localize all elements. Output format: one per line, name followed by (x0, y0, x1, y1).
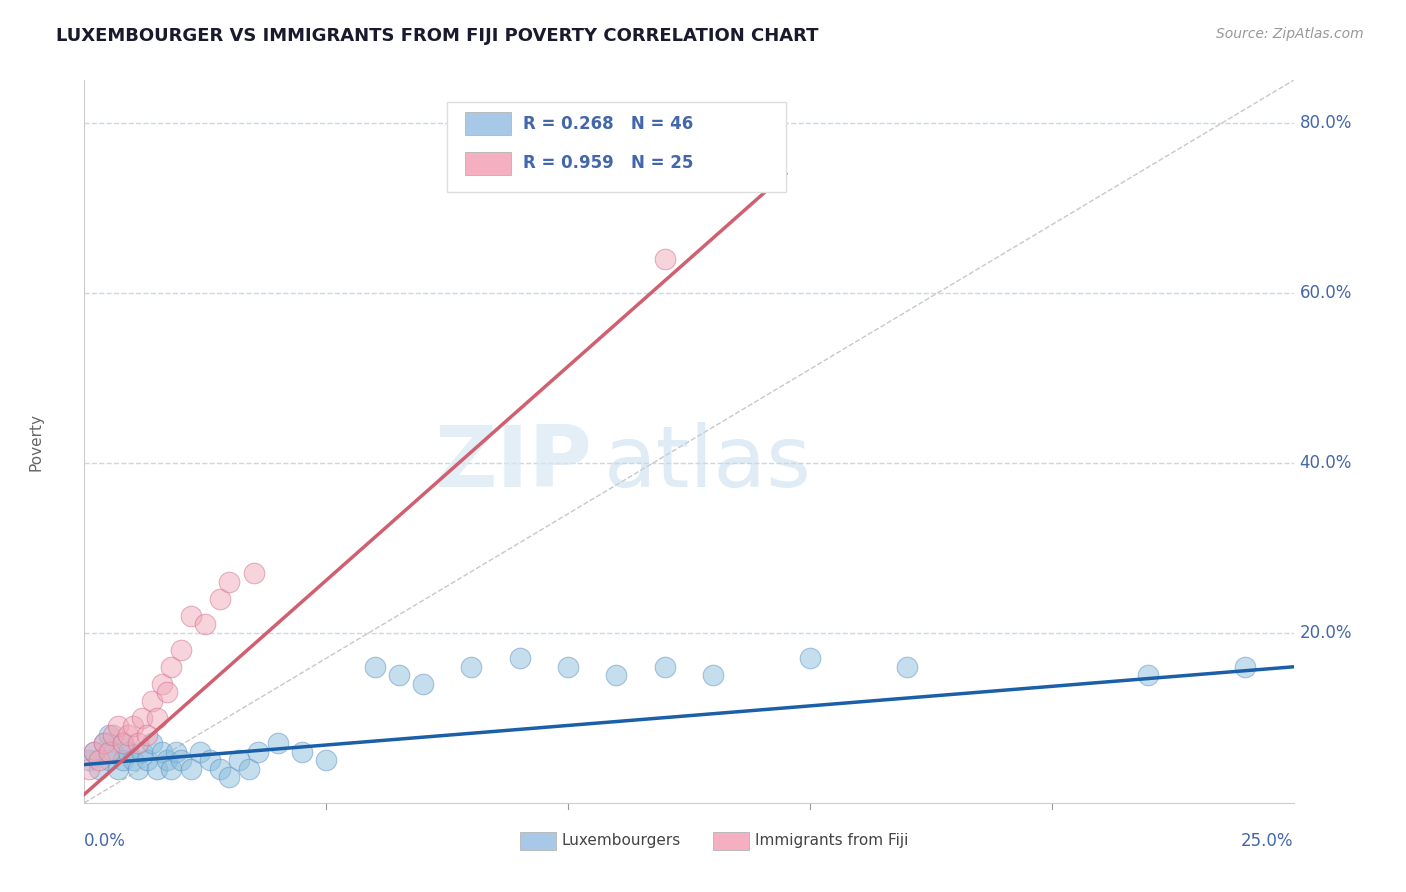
Point (238, 762, 260, 776)
Point (605, 668, 627, 682)
Point (97, 728, 120, 742)
Text: 0.0%: 0.0% (84, 831, 127, 850)
Point (155, 685, 177, 699)
Text: Luxembourgers: Luxembourgers (562, 833, 682, 848)
Point (654, 252, 676, 266)
Point (165, 745, 187, 759)
Point (363, 660, 385, 674)
Text: atlas: atlas (605, 422, 813, 505)
Text: Immigrants from Fiji: Immigrants from Fiji (755, 833, 908, 848)
Point (77, 762, 100, 776)
Point (412, 677, 434, 691)
FancyBboxPatch shape (520, 831, 555, 850)
Point (702, 668, 724, 682)
FancyBboxPatch shape (447, 102, 786, 193)
Point (654, 660, 676, 674)
Point (509, 651, 531, 665)
Point (93, 736, 115, 750)
Point (131, 745, 153, 759)
Text: LUXEMBOURGER VS IMMIGRANTS FROM FIJI POVERTY CORRELATION CHART: LUXEMBOURGER VS IMMIGRANTS FROM FIJI POV… (56, 27, 818, 45)
Point (228, 753, 250, 767)
Text: R = 0.268   N = 46: R = 0.268 N = 46 (523, 115, 693, 133)
Point (121, 753, 143, 767)
Point (127, 762, 149, 776)
Point (180, 762, 202, 776)
Point (291, 745, 314, 759)
Point (141, 736, 163, 750)
Point (150, 677, 173, 691)
Text: Source: ZipAtlas.com: Source: ZipAtlas.com (1216, 27, 1364, 41)
Text: Poverty: Poverty (28, 412, 44, 471)
Text: 60.0%: 60.0% (1299, 284, 1353, 301)
Point (112, 736, 135, 750)
Point (103, 728, 125, 742)
FancyBboxPatch shape (465, 112, 512, 136)
Point (1234, 660, 1257, 674)
Point (190, 745, 212, 759)
Point (117, 745, 139, 759)
Point (150, 745, 173, 759)
Point (194, 617, 217, 632)
FancyBboxPatch shape (713, 831, 749, 850)
Point (141, 694, 163, 708)
Point (557, 660, 579, 674)
Point (170, 753, 193, 767)
Point (97, 745, 120, 759)
Text: 80.0%: 80.0% (1299, 114, 1353, 132)
Point (247, 745, 270, 759)
Point (121, 719, 143, 733)
Point (107, 762, 129, 776)
Point (799, 651, 821, 665)
Point (315, 753, 337, 767)
Point (198, 753, 221, 767)
Point (180, 608, 202, 623)
Text: R = 0.959   N = 25: R = 0.959 N = 25 (523, 154, 693, 172)
Point (388, 668, 411, 682)
Point (117, 728, 139, 742)
Point (83, 745, 105, 759)
Point (93, 736, 115, 750)
Point (83, 745, 105, 759)
Text: 20.0%: 20.0% (1299, 624, 1353, 642)
Point (218, 770, 240, 784)
Text: ZIP: ZIP (434, 422, 592, 505)
Point (87, 762, 110, 776)
Point (146, 711, 169, 725)
Point (242, 566, 264, 581)
Point (77, 753, 100, 767)
Text: 40.0%: 40.0% (1299, 454, 1353, 472)
Point (97, 753, 120, 767)
Point (460, 660, 482, 674)
Point (1137, 668, 1160, 682)
Point (112, 753, 135, 767)
Point (160, 660, 183, 674)
Point (112, 736, 135, 750)
Point (218, 574, 240, 589)
Point (160, 762, 183, 776)
Point (896, 660, 918, 674)
Point (267, 736, 290, 750)
FancyBboxPatch shape (465, 152, 512, 175)
Point (87, 753, 110, 767)
Point (136, 728, 159, 742)
Point (136, 753, 159, 767)
Text: 25.0%: 25.0% (1241, 831, 1294, 850)
Point (107, 719, 129, 733)
Point (127, 736, 149, 750)
Point (208, 762, 231, 776)
Point (170, 642, 193, 657)
Point (131, 711, 153, 725)
Point (146, 762, 169, 776)
Point (155, 753, 177, 767)
Point (208, 591, 231, 606)
Point (103, 745, 125, 759)
